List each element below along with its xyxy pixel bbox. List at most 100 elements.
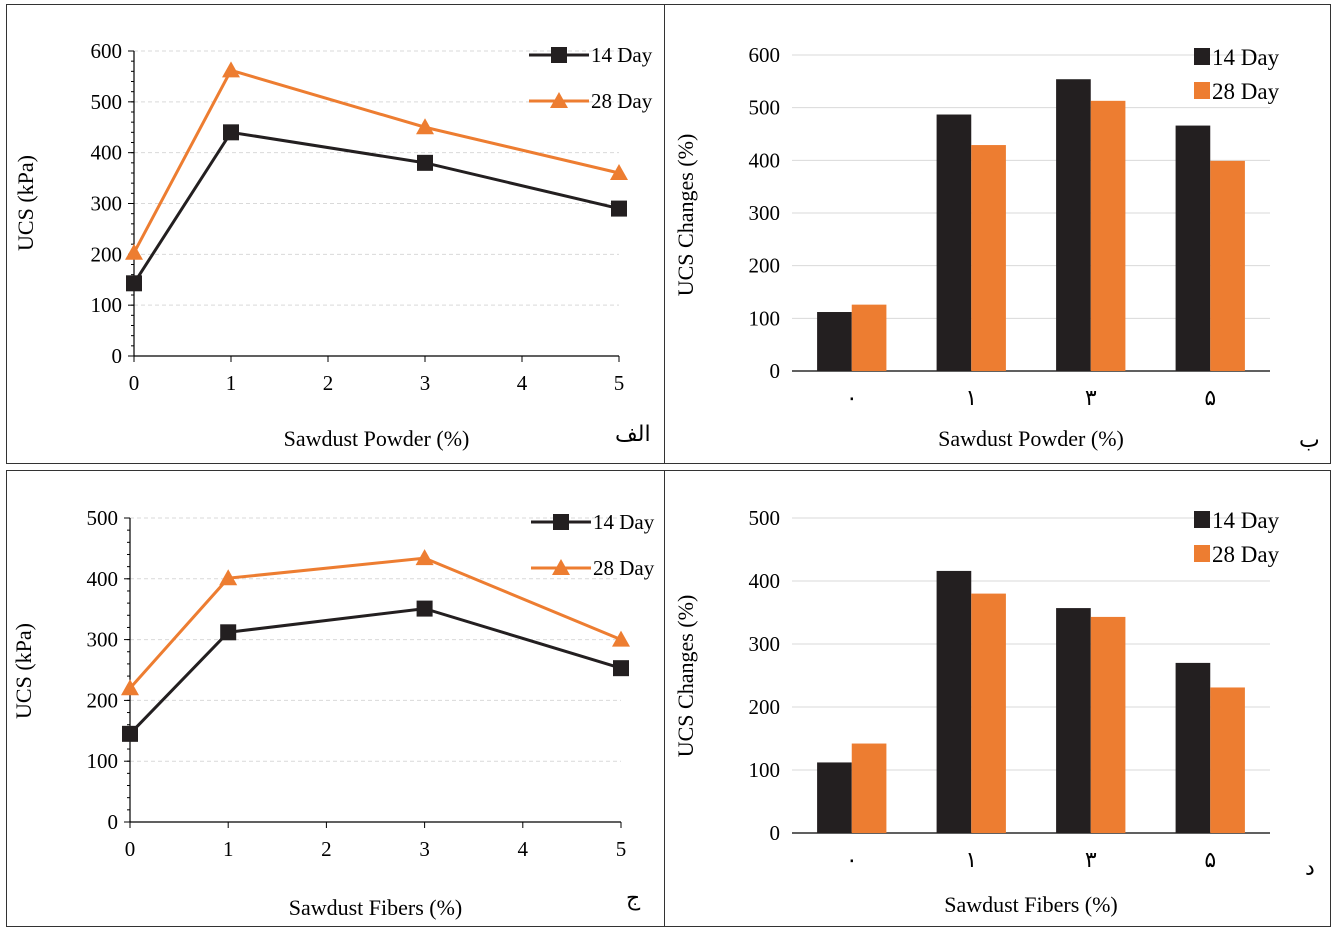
x-tick-label: 0 [129, 371, 140, 395]
data-point-14-day [126, 275, 142, 292]
series-line-14-day [128, 607, 622, 735]
bar-14-day [1175, 662, 1211, 833]
bar-28-day [1210, 160, 1245, 371]
x-tick-label: ۳ [1085, 385, 1097, 410]
panel-label-a: الف [615, 422, 651, 447]
legend-swatch [1194, 545, 1210, 562]
x-tick-label: 3 [420, 371, 431, 395]
y-tick-label: 0 [108, 810, 119, 834]
y-tick-label: 200 [749, 254, 781, 278]
data-point-14-day [220, 624, 237, 641]
bar-14-day [936, 570, 972, 833]
panel-a: 0 100 200 300 400 500 600 Sawdust Powder (%) UCS… [6, 4, 665, 464]
y-tick-label: 200 [91, 242, 123, 266]
y-tick-label: 500 [749, 96, 781, 120]
legend-marker [553, 514, 569, 530]
x-axis-title: Sawdust Fibers (%) [944, 892, 1118, 917]
chart-ucs-changes-sawdust-fibers: 0 100 200 300 400 500 Sawdust Fibers (%) UCS Ch… [673, 506, 1280, 917]
y-tick-label: 100 [749, 758, 781, 782]
legend-label: 28 Day [593, 556, 655, 580]
bar-28-day [851, 743, 887, 833]
bar-14-day [817, 312, 852, 371]
bar-14-day [1056, 79, 1091, 371]
x-tick-label: ۱ [965, 385, 977, 410]
x-tick-label: 4 [517, 371, 528, 395]
y-tick-label: 0 [112, 344, 123, 368]
y-tick-label: 300 [91, 192, 123, 216]
y-axis-title: UCS (kPa) [11, 623, 36, 719]
y-tick-label: 600 [749, 43, 781, 67]
x-tick-label: ۵ [1204, 385, 1216, 410]
chart-ucs-sawdust-powder: 0 100 200 300 400 500 600 Sawdust Powder (%) UCS… [13, 39, 653, 451]
bar-14-day [1175, 125, 1211, 371]
panel-c: 0 100 200 300 400 500 Sawdust Fibers (%) UCS (k… [6, 470, 665, 927]
panel-label-c: ج [626, 886, 641, 911]
legend-label: 14 Day [593, 510, 655, 534]
legend-label: 14 Day [591, 43, 653, 67]
y-tick-label: 500 [87, 506, 119, 530]
x-tick-label: 1 [223, 837, 234, 861]
panel-label-d: د [1305, 856, 1315, 881]
data-point-14-day [417, 154, 433, 171]
y-axis-title: UCS Changes (%) [673, 134, 698, 297]
legend-swatch [1194, 82, 1210, 99]
panel-label-b: ب [1299, 428, 1320, 453]
x-tick-label: 2 [321, 837, 332, 861]
x-tick-label: 5 [616, 837, 627, 861]
bar-28-day [1090, 100, 1126, 371]
x-axis-title: Sawdust Fibers (%) [289, 895, 463, 920]
data-point-28-day [415, 549, 434, 566]
x-tick-label: 2 [323, 371, 334, 395]
data-point-28-day [222, 61, 240, 78]
data-point-14-day [122, 725, 138, 742]
y-tick-label: 400 [749, 148, 781, 172]
legend-label: 14 Day [1212, 45, 1280, 70]
x-tick-label: ۰ [846, 847, 858, 872]
y-tick-label: 400 [749, 569, 781, 593]
series-line-28-day [132, 68, 620, 254]
y-tick-label: 400 [91, 141, 123, 165]
legend-swatch [1194, 48, 1210, 65]
bar-28-day [1090, 616, 1126, 833]
data-point-14-day [613, 660, 629, 677]
bar-28-day [971, 145, 1006, 371]
y-tick-label: 0 [770, 821, 781, 845]
series-line-14-day [132, 130, 620, 285]
data-point-28-day [416, 118, 434, 135]
chart-ucs-sawdust-fibers: 0 100 200 300 400 500 Sawdust Fibers (%) UCS (k… [11, 506, 655, 920]
data-point-14-day [416, 600, 433, 617]
y-tick-label: 0 [770, 359, 781, 383]
x-tick-label: ۰ [846, 385, 858, 410]
data-point-28-day [610, 164, 628, 180]
x-tick-label: ۱ [965, 847, 977, 872]
panel-b: 0 100 200 300 400 500 600 Sawdust Powder (%) UCS… [664, 4, 1331, 464]
legend-marker [551, 47, 567, 63]
y-tick-label: 400 [87, 567, 119, 591]
bar-28-day [1210, 687, 1245, 833]
y-tick-label: 500 [91, 90, 123, 114]
y-axis-title: UCS (kPa) [13, 155, 38, 251]
bar-14-day [936, 114, 972, 371]
data-point-28-day [125, 243, 143, 260]
y-tick-label: 600 [91, 39, 123, 63]
y-tick-label: 100 [87, 749, 119, 773]
x-tick-label: 3 [419, 837, 430, 861]
legend-label: 28 Day [1212, 542, 1280, 567]
data-point-14-day [611, 200, 627, 217]
data-point-14-day [223, 124, 239, 141]
x-tick-label: 1 [226, 371, 237, 395]
series-line-28-day [128, 556, 622, 690]
y-tick-label: 100 [749, 306, 781, 330]
legend-label: 14 Day [1212, 508, 1280, 533]
x-tick-label: 5 [614, 371, 625, 395]
x-tick-label: 0 [125, 837, 136, 861]
legend-swatch [1194, 511, 1210, 528]
y-tick-label: 300 [749, 201, 781, 225]
data-point-28-day [219, 569, 238, 586]
y-axis-title: UCS Changes (%) [673, 595, 698, 758]
x-tick-label: ۳ [1085, 847, 1097, 872]
bar-14-day [1056, 608, 1091, 833]
bar-28-day [971, 593, 1006, 833]
legend-marker [550, 92, 568, 108]
panel-d: 0 100 200 300 400 500 Sawdust Fibers (%) UCS Ch… [664, 470, 1331, 927]
